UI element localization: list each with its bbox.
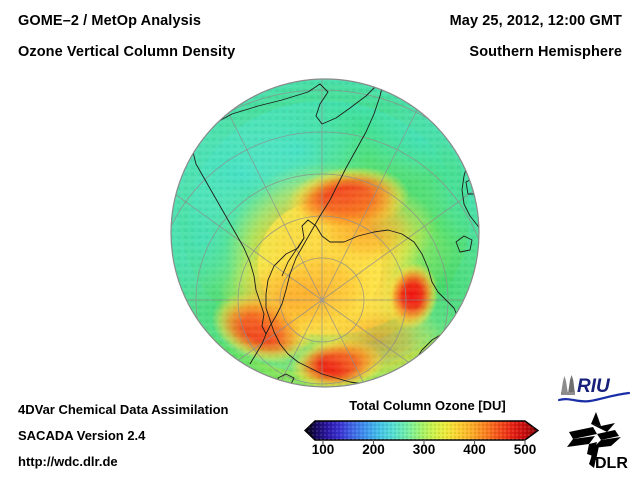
colorbar: Total Column Ozone [DU] — [300, 398, 555, 476]
globe-limb — [170, 78, 480, 388]
dlr-emblem-icon — [567, 412, 621, 468]
riu-wave-accent — [557, 391, 631, 403]
version-label: SACADA Version 2.4 — [18, 428, 146, 443]
riu-wordmark: RIU — [577, 376, 611, 397]
dlr-wordmark: DLR — [595, 455, 628, 472]
page-title: GOME–2 / MetOp Analysis — [18, 13, 202, 29]
south-pole-marker — [320, 298, 324, 302]
colorbar-tick-0: 100 — [311, 442, 335, 457]
colorbar-title: Total Column Ozone [DU] — [349, 398, 506, 413]
colorbar-ticks — [322, 440, 526, 444]
dlr-logo: DLR — [567, 412, 628, 472]
colorbar-tick-4: 500 — [513, 442, 537, 457]
orthographic-projection-svg — [170, 78, 480, 388]
cathedral-spires-icon — [561, 375, 575, 395]
region-label: Southern Hemisphere — [469, 44, 622, 60]
globe-map — [170, 78, 480, 388]
timestamp-label: May 25, 2012, 12:00 GMT — [449, 13, 622, 29]
colorbar-tick-labels: 100 200 300 400 500 — [300, 442, 555, 462]
colorbar-gradient — [303, 420, 540, 444]
method-label: 4DVar Chemical Data Assimilation — [18, 402, 229, 417]
colorbar-tick-1: 200 — [362, 442, 385, 457]
colorbar-tick-3: 400 — [463, 442, 486, 457]
page-subtitle: Ozone Vertical Column Density — [18, 44, 236, 60]
colorbar-tick-2: 300 — [412, 442, 436, 457]
url-label: http://wdc.dlr.de — [18, 454, 118, 469]
graticule — [171, 79, 479, 387]
riu-logo: RIU — [557, 375, 631, 403]
